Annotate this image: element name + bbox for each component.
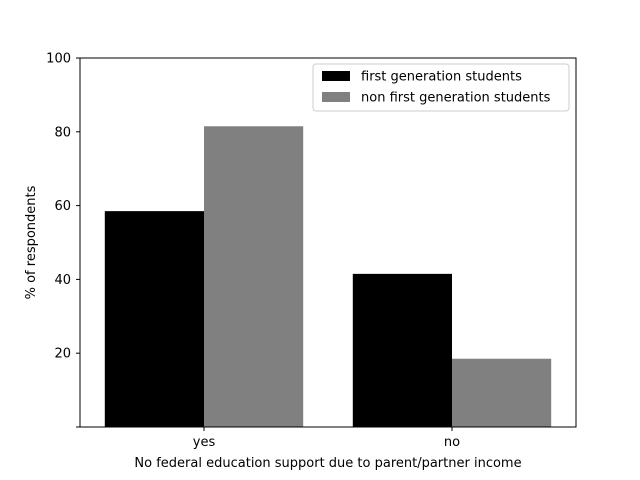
bar-non-first-generation-students-no (452, 358, 552, 427)
bar-first-generation-students-no (352, 273, 452, 427)
y-tick-label: 40 (54, 273, 71, 288)
y-tick-label: 80 (54, 125, 71, 140)
plot-frame (79, 57, 577, 428)
bars-layer (104, 126, 552, 427)
x-tick-label: yes (193, 435, 216, 450)
legend-label: first generation students (361, 70, 522, 85)
x-axis: yes no (193, 427, 460, 450)
y-tick-label: 60 (54, 199, 71, 214)
y-axis-label: % of respondents (24, 185, 39, 299)
legend-box (312, 63, 570, 112)
bar-first-generation-students-yes (104, 211, 204, 427)
legend-swatch (322, 92, 350, 102)
bar-non-first-generation-students-yes (204, 126, 304, 427)
x-tick-label: no (444, 435, 460, 450)
legend-swatch (322, 71, 350, 81)
y-tick-label: 20 (54, 347, 71, 362)
legend-label: non first generation students (361, 91, 551, 106)
y-axis: 20 40 60 80 100 (46, 52, 80, 428)
y-tick-label: 100 (46, 52, 71, 67)
legend: first generation students non first gener… (312, 63, 570, 112)
x-axis-label: No federal education support due to pare… (134, 456, 521, 471)
